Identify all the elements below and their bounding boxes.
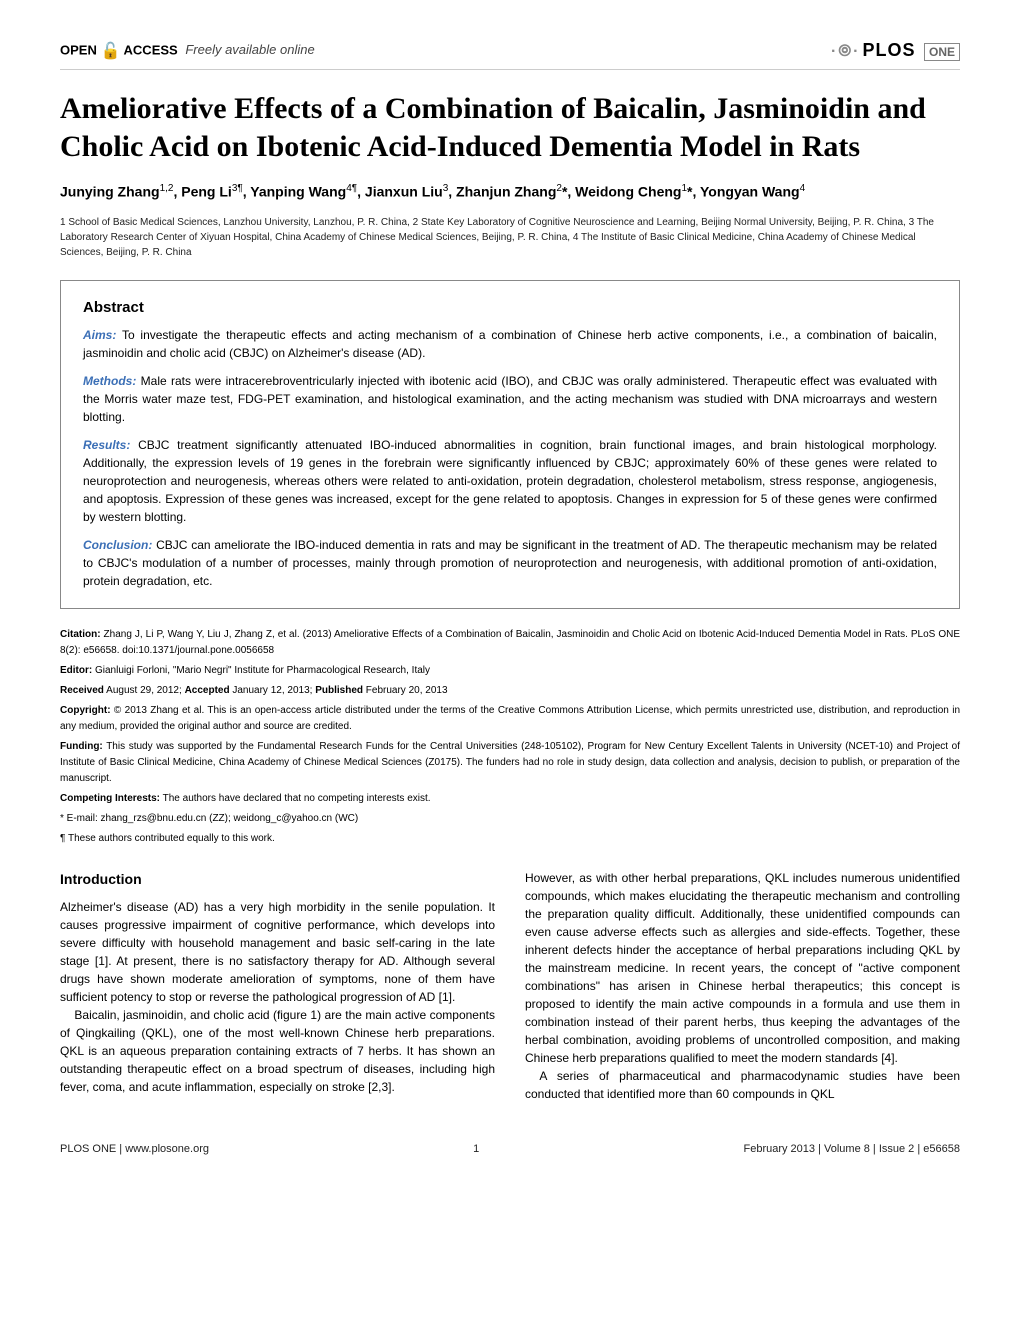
- received-text: August 29, 2012;: [106, 685, 182, 696]
- accepted-text: January 12, 2013;: [232, 685, 312, 696]
- aims-text: To investigate the therapeutic effects a…: [83, 328, 937, 360]
- competing-text: The authors have declared that no compet…: [163, 793, 431, 804]
- results-text: CBJC treatment significantly attenuated …: [83, 438, 937, 524]
- results-label: Results:: [83, 438, 130, 452]
- footer-center: 1: [473, 1143, 479, 1155]
- citation-block: Citation: Zhang J, Li P, Wang Y, Liu J, …: [60, 627, 960, 659]
- copyright-label: Copyright:: [60, 705, 111, 716]
- footer-left: PLOS ONE | www.plosone.org: [60, 1143, 209, 1155]
- logo-dots-icon: ·⦾·: [831, 43, 860, 60]
- competing-block: Competing Interests: The authors have de…: [60, 791, 960, 807]
- article-title: Ameliorative Effects of a Combination of…: [60, 90, 960, 165]
- funding-text: This study was supported by the Fundamen…: [60, 741, 960, 784]
- logo-one: ONE: [924, 43, 960, 61]
- aims-label: Aims:: [83, 328, 116, 342]
- accepted-label: Accepted: [185, 685, 230, 696]
- abstract-results: Results: CBJC treatment significantly at…: [83, 436, 937, 526]
- journal-logo: ·⦾·PLOS ONE: [831, 40, 960, 61]
- page-footer: PLOS ONE | www.plosone.org 1 February 20…: [60, 1143, 960, 1155]
- oa-freely-text: Freely available online: [185, 42, 314, 57]
- abstract-box: Abstract Aims: To investigate the therap…: [60, 280, 960, 609]
- intro-p3: However, as with other herbal preparatio…: [525, 869, 960, 1067]
- introduction-heading: Introduction: [60, 869, 495, 890]
- received-label: Received: [60, 685, 104, 696]
- citation-label: Citation:: [60, 629, 101, 640]
- abstract-methods: Methods: Male rats were intracerebrovent…: [83, 372, 937, 426]
- citation-text: Zhang J, Li P, Wang Y, Liu J, Zhang Z, e…: [60, 629, 960, 656]
- published-label: Published: [315, 685, 363, 696]
- competing-label: Competing Interests:: [60, 793, 160, 804]
- editor-block: Editor: Gianluigi Forloni, "Mario Negri"…: [60, 663, 960, 679]
- body-columns: Introduction Alzheimer's disease (AD) ha…: [60, 869, 960, 1103]
- authors-line: Junying Zhang1,2, Peng Li3¶, Yanping Wan…: [60, 181, 960, 203]
- left-column: Introduction Alzheimer's disease (AD) ha…: [60, 869, 495, 1103]
- funding-block: Funding: This study was supported by the…: [60, 739, 960, 787]
- right-column: However, as with other herbal preparatio…: [525, 869, 960, 1103]
- abstract-aims: Aims: To investigate the therapeutic eff…: [83, 326, 937, 362]
- intro-p2: Baicalin, jasminoidin, and cholic acid (…: [60, 1006, 495, 1096]
- oa-access-text: ACCESS: [124, 42, 178, 57]
- funding-label: Funding:: [60, 741, 103, 752]
- header-row: OPEN 🔓 ACCESS Freely available online ·⦾…: [60, 40, 960, 70]
- intro-p4: A series of pharmaceutical and pharmacod…: [525, 1067, 960, 1103]
- intro-p1: Alzheimer's disease (AD) has a very high…: [60, 898, 495, 1006]
- email-block: * E-mail: zhang_rzs@bnu.edu.cn (ZZ); wei…: [60, 811, 960, 827]
- affiliations: 1 School of Basic Medical Sciences, Lanz…: [60, 215, 960, 260]
- open-access-badge: OPEN 🔓 ACCESS Freely available online: [60, 41, 315, 61]
- logo-plos: PLOS: [863, 40, 916, 60]
- dates-block: Received August 29, 2012; Accepted Janua…: [60, 683, 960, 699]
- methods-text: Male rats were intracerebroventricularly…: [83, 374, 937, 424]
- page-container: OPEN 🔓 ACCESS Freely available online ·⦾…: [0, 0, 1020, 1195]
- equal-contrib-block: ¶ These authors contributed equally to t…: [60, 831, 960, 847]
- copyright-text: © 2013 Zhang et al. This is an open-acce…: [60, 705, 960, 732]
- copyright-block: Copyright: © 2013 Zhang et al. This is a…: [60, 703, 960, 735]
- editor-text: Gianluigi Forloni, "Mario Negri" Institu…: [95, 665, 430, 676]
- open-lock-icon: 🔓: [100, 43, 120, 60]
- abstract-heading: Abstract: [83, 299, 937, 316]
- conclusion-text: CBJC can ameliorate the IBO-induced deme…: [83, 538, 937, 588]
- conclusion-label: Conclusion:: [83, 538, 152, 552]
- methods-label: Methods:: [83, 374, 136, 388]
- published-text: February 20, 2013: [366, 685, 448, 696]
- editor-label: Editor:: [60, 665, 92, 676]
- footer-right: February 2013 | Volume 8 | Issue 2 | e56…: [743, 1143, 960, 1155]
- oa-open-text: OPEN: [60, 42, 97, 57]
- abstract-conclusion: Conclusion: CBJC can ameliorate the IBO-…: [83, 536, 937, 590]
